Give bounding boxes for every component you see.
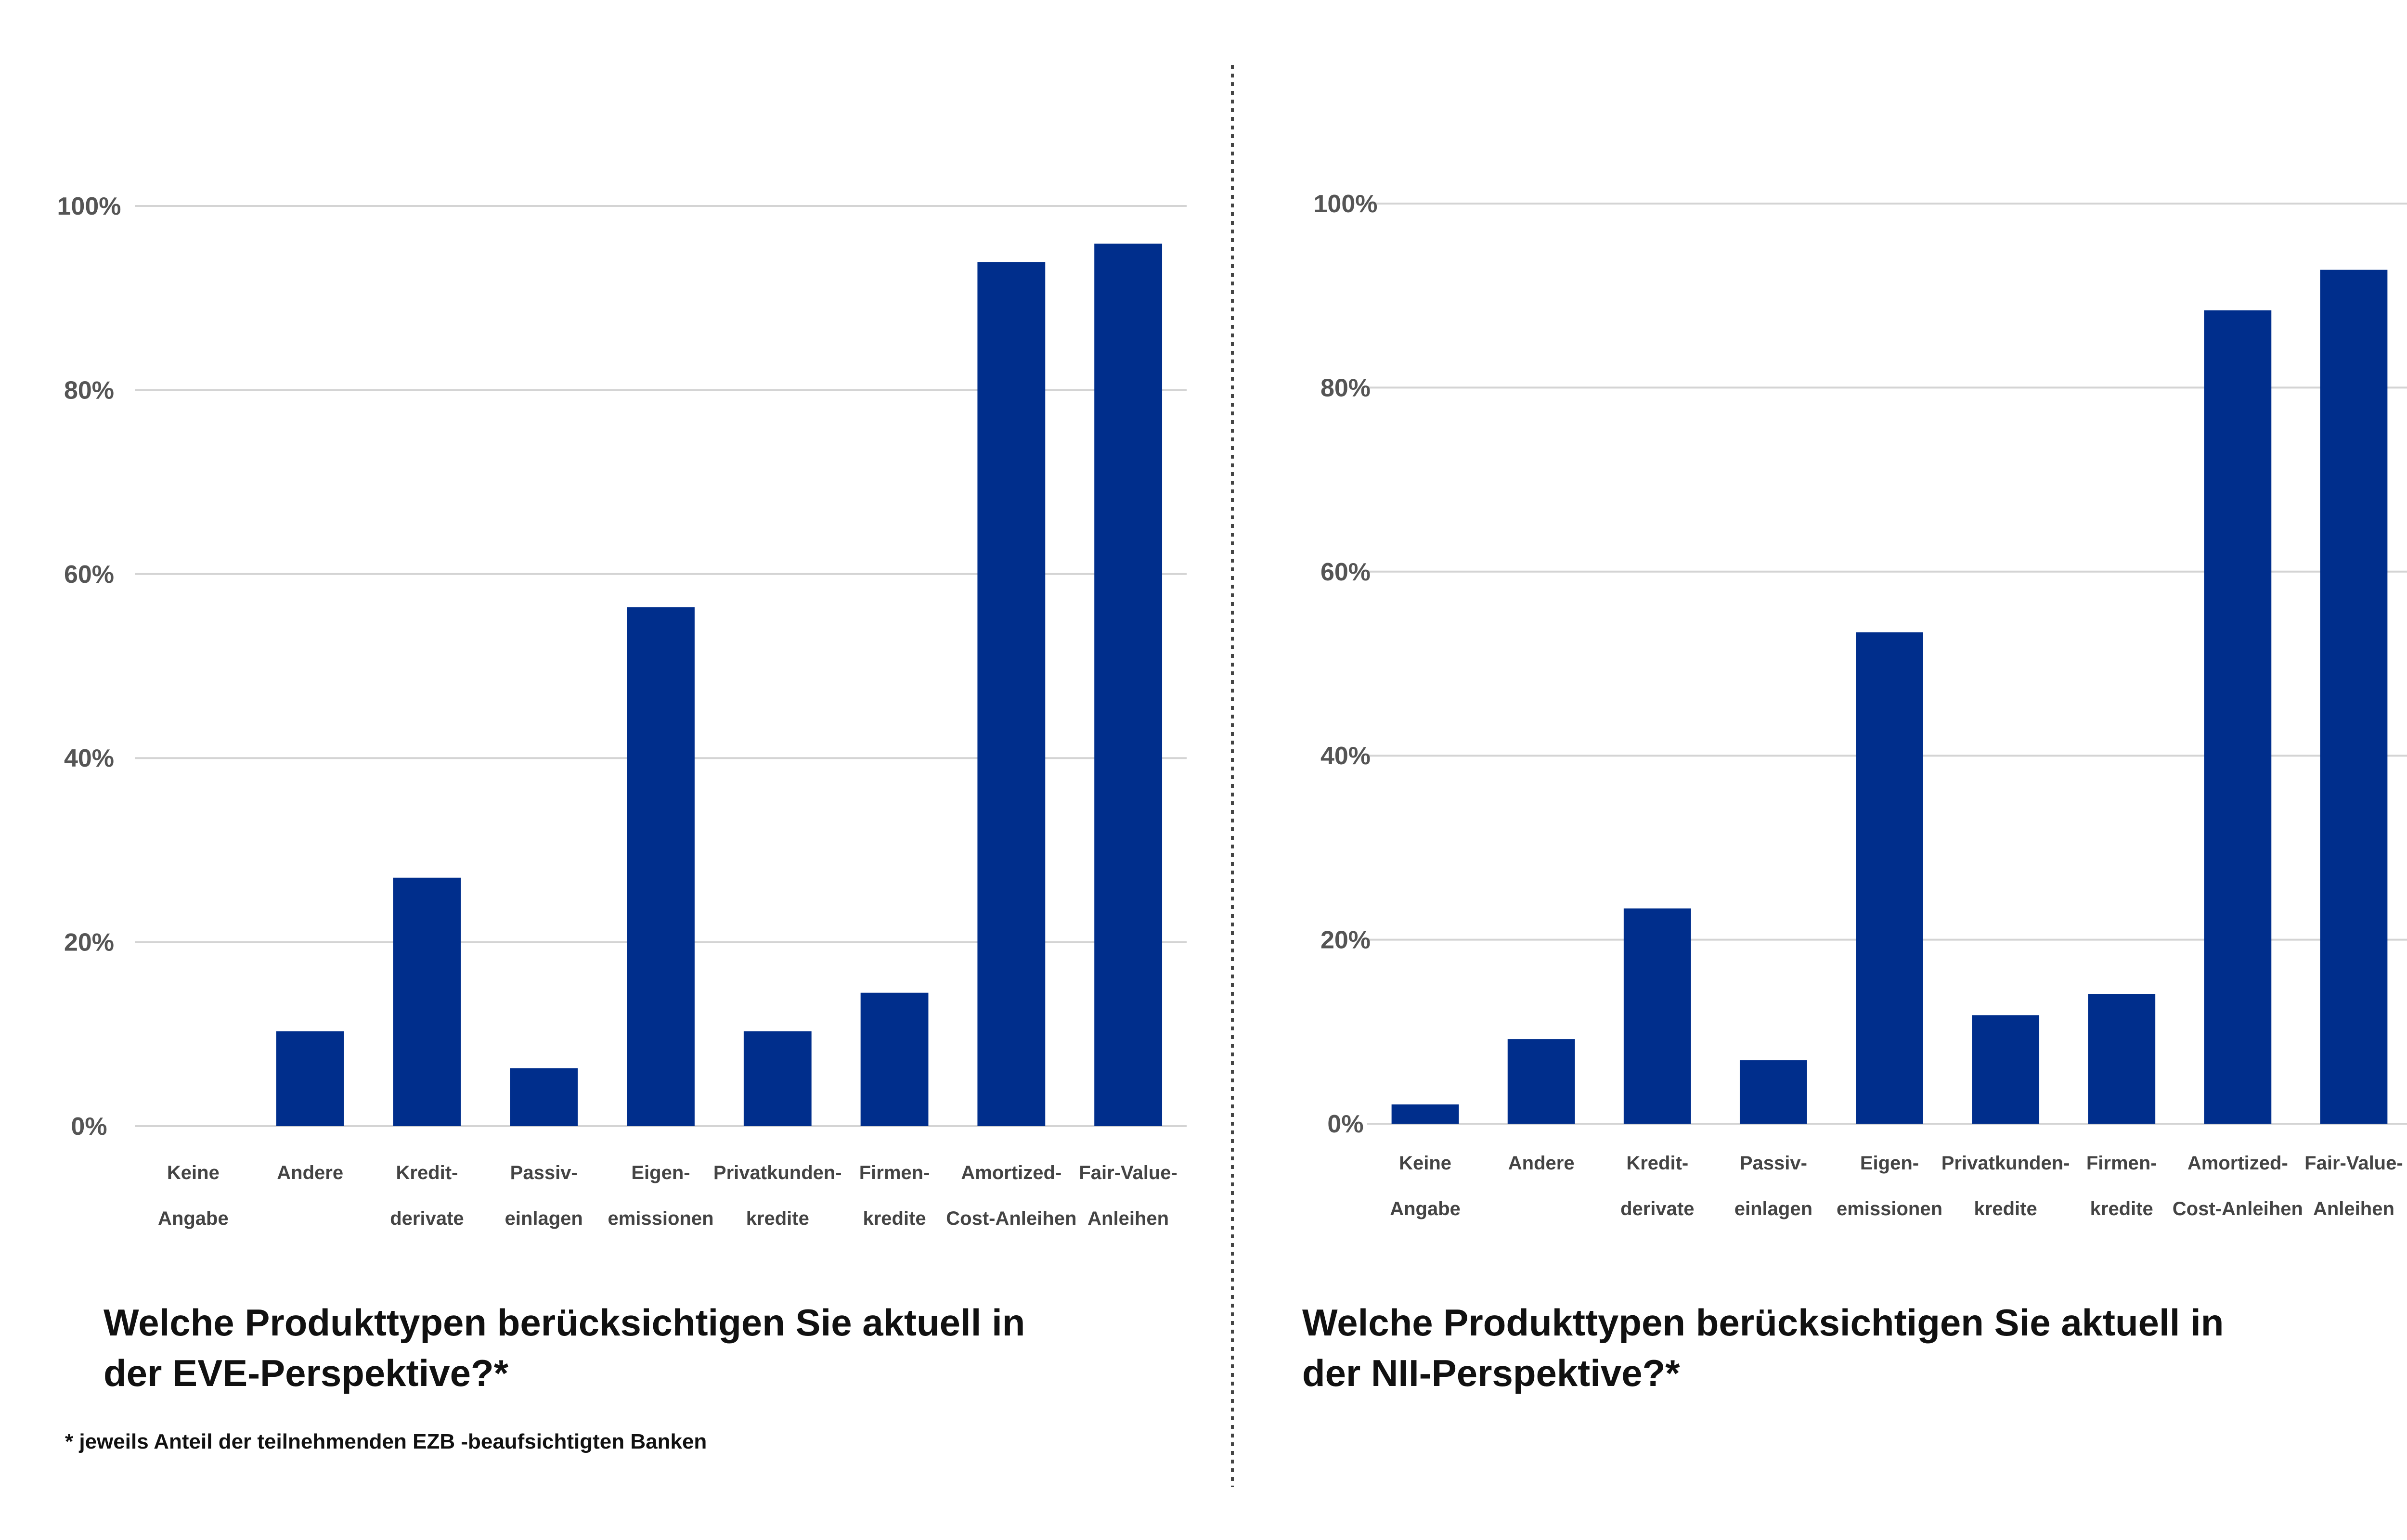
eve-y-tick-label: 100% <box>57 192 121 220</box>
nii-bar <box>2088 994 2156 1124</box>
eve-bar <box>276 1031 344 1126</box>
nii-x-tick-label: Firmen-kredite <box>2086 1153 2157 1219</box>
eve-x-tick-label: Passiv-einlagen <box>505 1162 583 1229</box>
nii-x-tick-label: Amortized-Cost-Anleihen <box>2173 1153 2303 1219</box>
nii-x-tick-label: Privatkunden-kredite <box>1941 1153 2070 1219</box>
eve-x-tick-label: Andere <box>277 1162 343 1183</box>
nii-y-tick-label: 0% <box>1327 1110 1363 1138</box>
nii-x-tick-label: Passiv-einlagen <box>1734 1153 1812 1219</box>
eve-bar <box>510 1068 578 1126</box>
eve-y-tick-label: 80% <box>64 376 114 404</box>
nii-y-tick-label: 60% <box>1320 558 1371 586</box>
eve-bar <box>977 262 1046 1126</box>
eve-y-tick-label: 20% <box>64 929 114 957</box>
eve-x-tick-label: Eigen-emissionen <box>608 1162 713 1229</box>
nii-bar <box>1507 1039 1575 1124</box>
nii-x-tick-label: Andere <box>1508 1153 1575 1174</box>
nii-bar <box>2204 310 2272 1124</box>
eve-chart-title: Welche Produkttypen berücksichtigen Sie … <box>104 1301 1025 1394</box>
eve-x-tick-label: Privatkunden-kredite <box>713 1162 842 1229</box>
nii-x-tick-label: Kredit-derivate <box>1620 1153 1694 1219</box>
nii-y-tick-label: 20% <box>1320 926 1371 954</box>
eve-y-tick-label: 0% <box>71 1113 107 1141</box>
eve-bar <box>627 607 695 1126</box>
nii-chart: 0% 20% 40% 60% 80% 100% Keine Angabe Andere Kredi… <box>1302 190 2407 1394</box>
nii-y-tick-label: 40% <box>1320 742 1371 770</box>
nii-x-tick-label: Eigen-emissionen <box>1837 1153 1942 1219</box>
nii-bar <box>1856 632 1923 1124</box>
eve-x-tick-label: Fair-Value-Anleihen <box>1079 1162 1178 1229</box>
eve-x-tick-label: Kredit-derivate <box>390 1162 464 1229</box>
eve-bar <box>1094 244 1163 1127</box>
footnote: * jeweils Anteil der teilnehmenden EZB -… <box>65 1430 707 1453</box>
nii-y-tick-label: 100% <box>1314 190 1378 218</box>
nii-bar <box>1623 908 1691 1124</box>
eve-bar <box>860 992 929 1126</box>
eve-chart: 0% 20% 40% 60% 80% 100% Keine Angabe Andere Kredi… <box>57 192 1187 1394</box>
eve-bar <box>393 877 461 1126</box>
eve-y-tick-label: 40% <box>64 744 114 772</box>
nii-chart-title: Welche Produkttypen berücksichtigen Sie … <box>1302 1301 2224 1394</box>
nii-x-tick-label: Keine Angabe <box>1390 1153 1461 1219</box>
nii-bar <box>1739 1060 1807 1124</box>
eve-bar <box>743 1031 812 1126</box>
eve-y-tick-label: 60% <box>64 561 114 589</box>
eve-x-tick-label: Firmen-kredite <box>859 1162 930 1229</box>
nii-bar <box>1391 1104 1459 1124</box>
eve-x-tick-label: Amortized-Cost-Anleihen <box>946 1162 1076 1229</box>
nii-x-tick-label: Fair-Value-Anleihen <box>2304 1153 2403 1219</box>
nii-y-tick-label: 80% <box>1320 374 1371 402</box>
nii-bar <box>1972 1015 2040 1124</box>
nii-bar <box>2320 270 2388 1124</box>
eve-x-tick-label: Keine Angabe <box>158 1162 229 1229</box>
